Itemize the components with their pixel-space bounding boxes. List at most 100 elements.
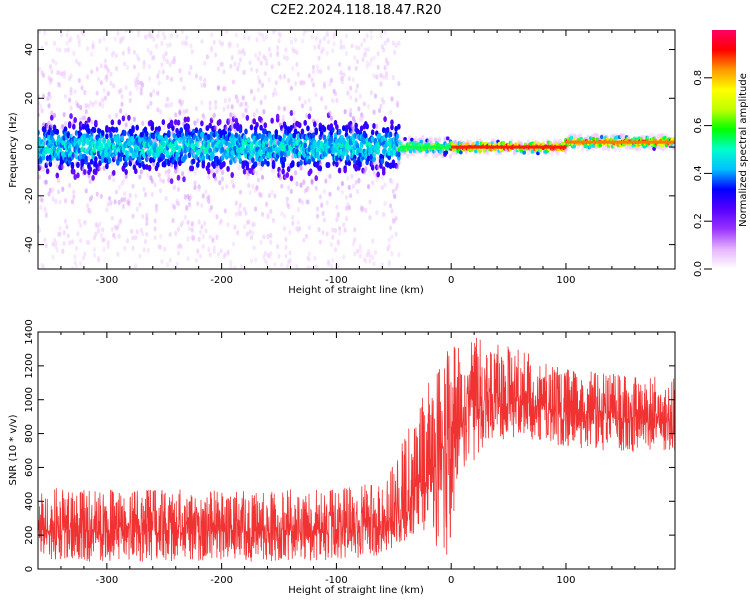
spectrogram-cell (190, 220, 194, 227)
spectrogram-cell (274, 80, 278, 86)
spectrogram-cell (302, 179, 306, 185)
spectrogram-cell (285, 196, 289, 202)
spectrogram-cell (172, 184, 176, 190)
spectrogram-cell (208, 100, 212, 106)
spectrogram-cell (153, 182, 157, 188)
spectrogram-cell (391, 40, 395, 46)
spectrogram-cell (74, 263, 79, 269)
spectrogram-cell (263, 70, 267, 77)
spectrogram-cell (296, 207, 300, 213)
spectrogram-cell (241, 95, 245, 101)
spectrogram-cell (432, 152, 436, 159)
y-tick-label: 1000 (24, 387, 35, 412)
spectrogram-cell (51, 254, 55, 260)
spectrogram-cell (369, 57, 373, 63)
spectrogram-cell (397, 123, 401, 130)
spectrogram-cell (314, 264, 318, 269)
spectrogram-cell (259, 166, 263, 172)
spectrogram-cell (167, 173, 171, 179)
spectrogram-cell (271, 168, 276, 174)
colorbar-tick-label: 0.0 (693, 261, 704, 277)
spectrogram-cell (108, 174, 112, 181)
spectrogram-cell (102, 35, 106, 42)
spectrogram-cell (101, 103, 105, 109)
spectrogram-cell (279, 156, 284, 163)
spectrogram-cell (346, 90, 350, 96)
spectrogram-cell (83, 133, 87, 140)
spectrogram-cell (269, 239, 273, 245)
spectrogram-cell (349, 94, 353, 101)
spectrogram-cell (169, 178, 174, 185)
spectrogram-cell (57, 189, 61, 195)
spectrogram-cell (214, 52, 218, 58)
spectrogram-cell (154, 43, 159, 49)
spectrogram-cell (58, 231, 62, 237)
spectrogram-cell (191, 158, 196, 165)
spectrogram-cell (136, 32, 141, 38)
spectrogram-cell (382, 99, 386, 105)
spectrogram-cell (242, 206, 247, 212)
spectrogram-cell (66, 233, 70, 239)
colorbar-gradient (712, 30, 736, 269)
spectrogram-cell (131, 213, 135, 219)
spectrogram-cell (145, 131, 149, 138)
spectrogram-cell (400, 139, 404, 145)
spectrogram-cell (375, 210, 379, 216)
spectrogram-cell (234, 32, 238, 38)
spectrogram-ridge-cell (529, 145, 533, 149)
spectrogram-cell (189, 194, 193, 200)
spectrogram-cell (318, 38, 322, 45)
spectrogram-cell (386, 161, 390, 168)
spectrogram-cell (238, 127, 243, 134)
spectrogram-cell (649, 132, 653, 138)
spectrogram-cell (333, 91, 338, 97)
spectrogram-cell (591, 143, 596, 148)
spectrogram-cell (41, 72, 46, 78)
spectrogram-cell (380, 262, 384, 268)
spectrogram-cell (372, 122, 376, 129)
spectrogram-cell (354, 88, 358, 94)
spectrogram-cell (368, 258, 372, 264)
spectrogram-cell (98, 101, 102, 107)
spectrogram-cell (338, 225, 342, 232)
spectrogram-cell (229, 259, 233, 265)
spectrogram-cell (355, 248, 360, 254)
spectrogram-cell (291, 214, 295, 221)
spectrogram-cell (429, 140, 433, 146)
spectrogram-cell (247, 35, 251, 41)
spectrogram-cell (288, 229, 292, 236)
spectrogram-cell (271, 217, 276, 224)
spectrogram-cell (344, 215, 349, 222)
spectrogram-cell (41, 264, 46, 269)
spectrogram-cell (265, 260, 269, 267)
spectrogram-cell (51, 137, 55, 144)
spectrogram-cell (638, 145, 642, 151)
spectrogram-cell (255, 68, 259, 74)
spectrogram-cell (358, 93, 362, 99)
spectrogram-cell (83, 251, 87, 257)
spectrogram-cell (229, 63, 233, 69)
spectrogram-cell (281, 162, 285, 169)
spectrogram-cell (361, 57, 365, 63)
spectrogram-cell (125, 238, 130, 244)
spectrogram-cell (147, 76, 152, 82)
spectrogram-cell (364, 207, 368, 213)
spectrogram-cell (286, 150, 291, 157)
spectrogram-cell (278, 135, 283, 142)
spectrogram-cell (291, 65, 295, 72)
spectrogram-cell (167, 102, 171, 109)
x-tick-label: 100 (556, 575, 575, 586)
spectrogram-cell (117, 233, 121, 239)
spectrogram-ridge-cell (579, 140, 583, 144)
spectrogram-ridge-cell (420, 145, 424, 149)
spectrogram-cell (132, 64, 137, 70)
spectrogram-cell (241, 112, 245, 118)
spectrogram-cell (157, 134, 162, 141)
spectrogram-cell (45, 155, 50, 162)
spectrogram-cell (388, 109, 393, 116)
spectrogram-cell (236, 98, 240, 104)
spectrogram-cell (315, 64, 320, 70)
spectrogram-cell (50, 123, 54, 129)
spectrogram-cell (370, 164, 375, 171)
spectrogram-cell (87, 128, 91, 135)
